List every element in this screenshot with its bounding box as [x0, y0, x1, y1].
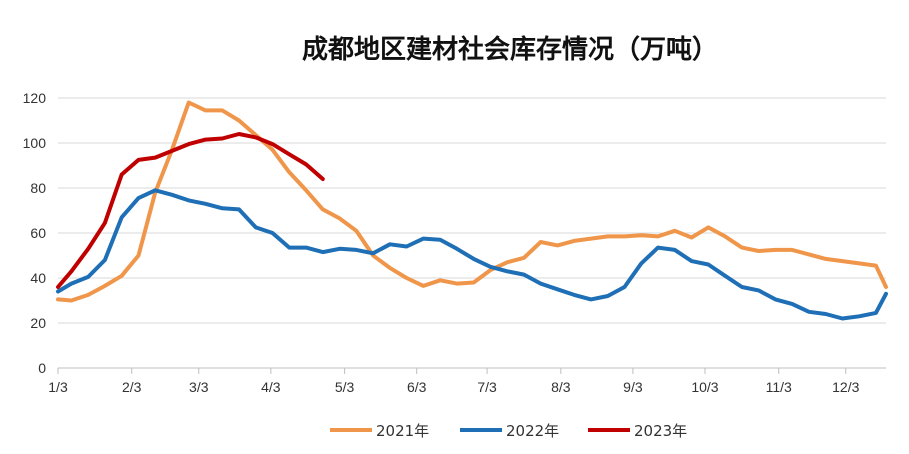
y-tick-label: 80	[30, 180, 46, 196]
x-tick-label: 2/3	[122, 379, 142, 395]
chart-title: 成都地区建材社会库存情况（万吨）	[302, 34, 718, 65]
y-axis-ticks: 0 20 40 60 80 100 120	[23, 90, 47, 376]
y-tick-label: 40	[30, 270, 46, 286]
series-line-1	[56, 188, 888, 321]
x-tick-label: 10/3	[691, 379, 718, 395]
gridlines	[58, 97, 886, 324]
y-tick-label: 20	[30, 315, 46, 331]
legend: 2021年 2022年 2023年	[330, 422, 687, 440]
x-tick-label: 7/3	[477, 379, 497, 395]
y-tick-label: 120	[23, 90, 47, 106]
x-tick-label: 6/3	[407, 379, 427, 395]
x-tick-label: 11/3	[766, 379, 792, 395]
x-tick-label: 4/3	[261, 379, 281, 395]
x-tick-label: 1/3	[48, 379, 68, 395]
series-line-0	[56, 100, 888, 303]
y-tick-label: 60	[30, 225, 46, 241]
y-tick-label: 100	[23, 135, 47, 151]
x-tick-label: 9/3	[623, 379, 643, 395]
x-tick-label: 3/3	[189, 379, 209, 395]
legend-label-1: 2022年	[506, 422, 559, 440]
series-line-2	[56, 132, 325, 289]
x-tick-label: 12/3	[832, 379, 859, 395]
x-tick-label: 8/3	[551, 379, 571, 395]
series-lines	[56, 100, 888, 321]
x-tick-label: 5/3	[335, 379, 355, 395]
legend-label-2: 2023年	[634, 422, 687, 440]
y-tick-label: 0	[38, 360, 46, 376]
x-axis-ticks: 1/3 2/3 3/3 4/3 5/3 6/3 7/3 8/3 9/3 10/3 11/3 12/3	[48, 368, 860, 395]
legend-label-0: 2021年	[376, 422, 429, 440]
